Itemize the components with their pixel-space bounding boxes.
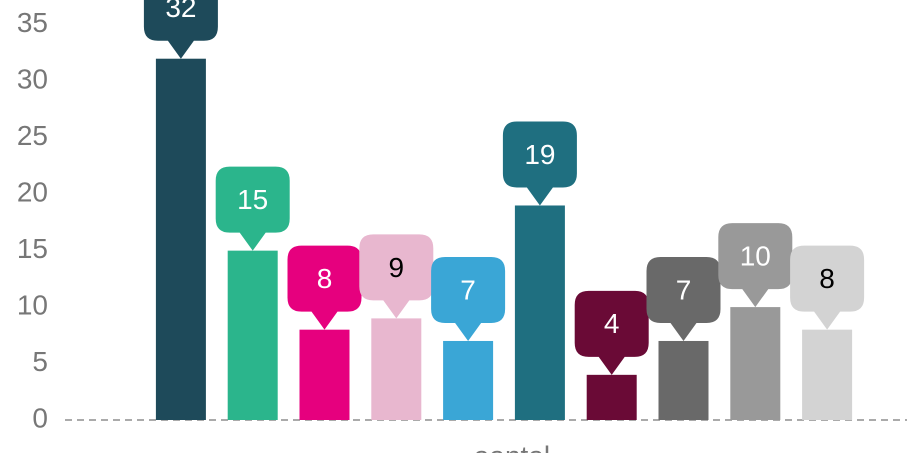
data-label: 7 [460, 274, 476, 305]
callout [431, 256, 506, 341]
callout [215, 166, 290, 251]
bar [443, 340, 494, 420]
x-axis-label: aantal [474, 440, 550, 453]
callout [502, 121, 577, 206]
bar [730, 307, 781, 420]
data-label: 10 [740, 240, 771, 271]
bar [155, 58, 206, 420]
y-tick-label: 5 [32, 346, 48, 377]
bar [227, 250, 278, 420]
data-label: 4 [604, 308, 620, 339]
y-tick-label: 30 [17, 64, 48, 95]
bar [658, 340, 709, 420]
y-tick-label: 0 [32, 402, 48, 433]
y-tick-label: 10 [17, 289, 48, 320]
y-tick-label: 20 [17, 177, 48, 208]
data-label: 9 [389, 252, 405, 283]
bar [586, 374, 637, 420]
callout [143, 0, 218, 59]
data-label: 7 [676, 274, 692, 305]
data-label: 8 [819, 263, 835, 294]
callout [287, 245, 362, 330]
data-label: 19 [524, 139, 555, 170]
data-label: 15 [237, 184, 268, 215]
bar [299, 329, 350, 420]
bar [514, 205, 565, 420]
bar [802, 329, 853, 420]
data-label: 8 [317, 263, 333, 294]
data-label: 32 [165, 0, 196, 23]
callout [718, 223, 793, 308]
y-tick-label: 15 [17, 233, 48, 264]
bar [371, 318, 422, 420]
callout [574, 290, 649, 375]
y-tick-label: 35 [17, 7, 48, 38]
y-tick-label: 25 [17, 120, 48, 151]
callout [646, 256, 721, 341]
callout [790, 245, 865, 330]
callout [359, 234, 434, 319]
